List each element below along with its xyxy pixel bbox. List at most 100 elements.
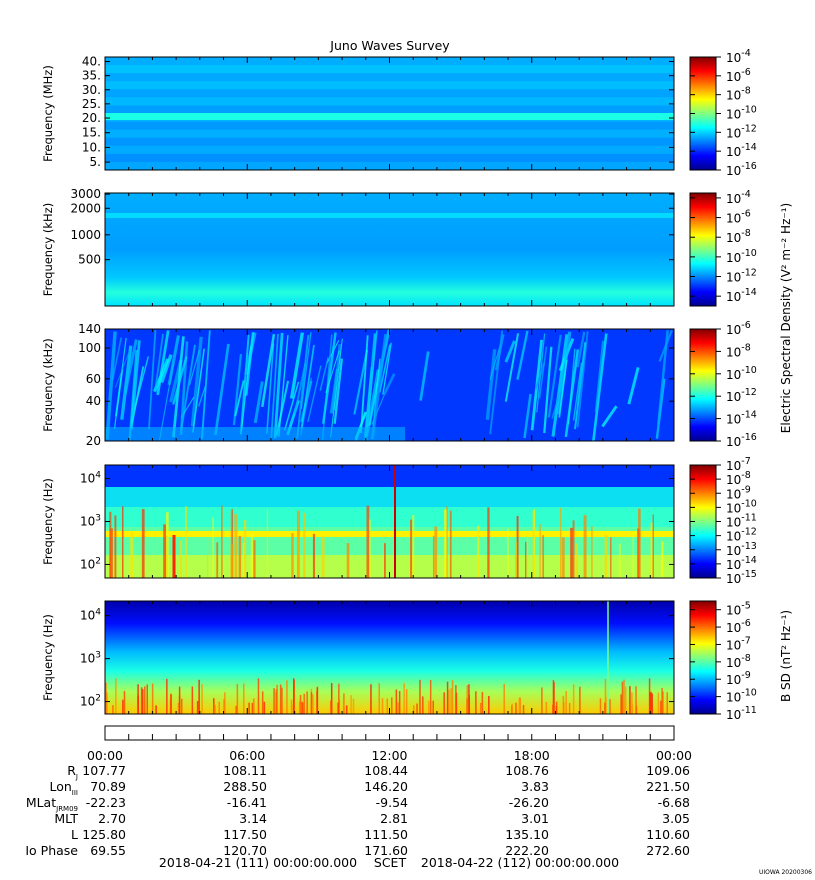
time-tick-label: 00:00 [656,748,692,763]
ephemeris-value: 3.14 [239,811,267,826]
colorbar-tick-label: 10-7 [726,635,751,652]
spectrogram-2 [105,193,674,306]
panel-1: 40.35.30.25.20.15.10.5. Frequency (MHz) [41,55,675,171]
ephemeris-value: 108.44 [364,763,408,778]
colorbar-tick-label: 10-5 [726,601,751,618]
ephemeris-value: 111.50 [364,827,408,842]
colorbar-tick-label: 10-6 [726,618,751,635]
colorbar-title-electric: Electric Spectral Density (V² m⁻² Hz⁻¹) [779,203,793,433]
y-axis-label: Frequency (kHz) [41,203,55,296]
ephemeris-value: 69.55 [90,843,126,858]
colorbar-tick-label: 10-13 [726,541,757,558]
y-tick-label: 102 [80,694,101,709]
colorbar-tick-label: 10-10 [726,688,757,705]
colorbar-tick-label: 10-8 [726,470,751,487]
colorbar-tick-label: 10-9 [726,484,751,501]
ephemeris-value: 288.50 [223,779,267,794]
colorbar-tick-label: 10-14 [726,142,757,159]
ephemeris-value: 3.05 [662,811,690,826]
y-tick-label: 3000 [70,187,101,201]
ephemeris-value: 2.70 [98,811,126,826]
ephemeris-value: 135.10 [505,827,549,842]
ephemeris-value: 110.60 [646,827,690,842]
ephemeris-row: LonIII 70.89 288.50 146.20 3.83 221.50 [49,779,690,797]
ephemeris-row: Io Phase 69.55 120.70 171.60 222.20 272.60 [25,843,690,858]
y-tick-label: 40. [82,55,101,69]
y-tick-label: 103 [80,514,101,529]
colorbar-tick-label: 10-12 [726,268,757,285]
y-axis-label: Frequency (kHz) [41,338,55,431]
ephemeris-value: -9.54 [376,795,408,810]
ephemeris-value: 222.20 [505,843,549,858]
panel-3: 140 100 60 40 20 Frequency (kHz) [41,322,675,448]
figure-title: Juno Waves Survey [329,38,450,53]
colorbar-tick-label: 10-8 [726,342,751,359]
y-tick-label: 2000 [70,201,101,215]
colorbar-tick-label: 10-14 [726,287,757,304]
scet-start-label: 2018-04-21 (111) 00:00:00.000 [159,855,357,870]
colorbar-tick-label: 10-11 [726,705,757,722]
y-tick-label: 103 [80,651,101,666]
ephemeris-label: RJ [67,763,78,781]
ephemeris-row: RJ 107.77 108.11 108.44 108.76 109.06 [67,763,690,781]
footer-credit: UIOWA 20200306 [759,869,812,876]
scet-end-label: 2018-04-22 (112) 00:00:00.000 [421,855,619,870]
ephemeris-value: 109.06 [646,763,690,778]
ephemeris-row: MLatJRM09 -22.23 -16.41 -9.54 -26.20 -6.68 [26,795,690,813]
ephemeris-label: L [71,827,78,842]
y-axis-label: Frequency (Hz) [41,478,55,565]
y-tick-label: 25. [82,97,101,111]
colorbar-tick-label: 10-10 [726,365,757,382]
colorbar-tick-label: 10-6 [726,67,751,84]
colorbar-tick-label: 10-16 [726,432,757,449]
scet-label: SCET [374,855,407,870]
ephemeris-label: LonIII [49,779,78,797]
y-tick-label: 100 [78,341,101,355]
y-tick-label: 500 [78,253,101,267]
y-tick-label: 35. [82,69,101,83]
colorbar-tick-label: 10-6 [726,320,751,337]
ephemeris-value: 120.70 [223,843,267,858]
ephemeris-value: 272.60 [646,843,690,858]
ephemeris-value: 3.83 [521,779,549,794]
colorbar-tick-label: 10-8 [726,86,751,103]
time-tick-label: 12:00 [371,748,407,763]
colorbar-tick-label: 10-15 [726,569,757,586]
colorbar-tick-label: 10-12 [726,527,757,544]
colorbar-tick-label: 10-12 [726,387,757,404]
colorbar-tick-label: 10-11 [726,513,757,530]
ephemeris-value: 108.76 [505,763,549,778]
ephemeris-value: 3.01 [521,811,549,826]
panel-5: 104 103 102 Frequency (Hz) [41,600,675,715]
colorbar-tick-label: 10-10 [726,105,757,122]
colorbar-tick-label: 10-6 [726,209,751,226]
ephemeris-value: -26.20 [509,795,549,810]
colorbar-tick-label: 10-14 [726,410,757,427]
y-tick-label: 5. [90,155,101,169]
ephemeris-value: 171.60 [364,843,408,858]
ephemeris-row: MLT 2.70 3.14 2.81 3.01 3.05 [54,811,690,826]
time-tick-label: 06:00 [229,748,265,763]
ephemeris-label: MLT [54,811,78,826]
colorbar-title-magnetic: B SD (nT² Hz⁻¹) [779,610,793,702]
colorbar-tick-label: 10-16 [726,161,757,178]
y-tick-label: 10. [82,140,101,154]
spectrogram-5 [105,601,674,714]
colorbar-tick-label: 10-9 [726,670,751,687]
spectrogram-1 [105,57,674,170]
y-tick-label: 1000 [70,228,101,242]
spectrogram-3 [105,329,674,441]
ephemeris-value: 146.20 [364,779,408,794]
y-tick-label: 140 [78,322,101,336]
y-tick-label: 60 [86,372,101,386]
ephemeris-value: -6.68 [658,795,690,810]
colorbar-2: 10-14 10-12 10-10 10-8 10-6 10-4 [689,189,757,307]
y-tick-label: 15. [82,126,101,140]
colorbar-tick-label: 10-7 [726,456,751,473]
y-tick-label: 20 [86,434,101,448]
y-axis-label: Frequency (Hz) [41,614,55,701]
y-tick-label: 30. [82,83,101,97]
